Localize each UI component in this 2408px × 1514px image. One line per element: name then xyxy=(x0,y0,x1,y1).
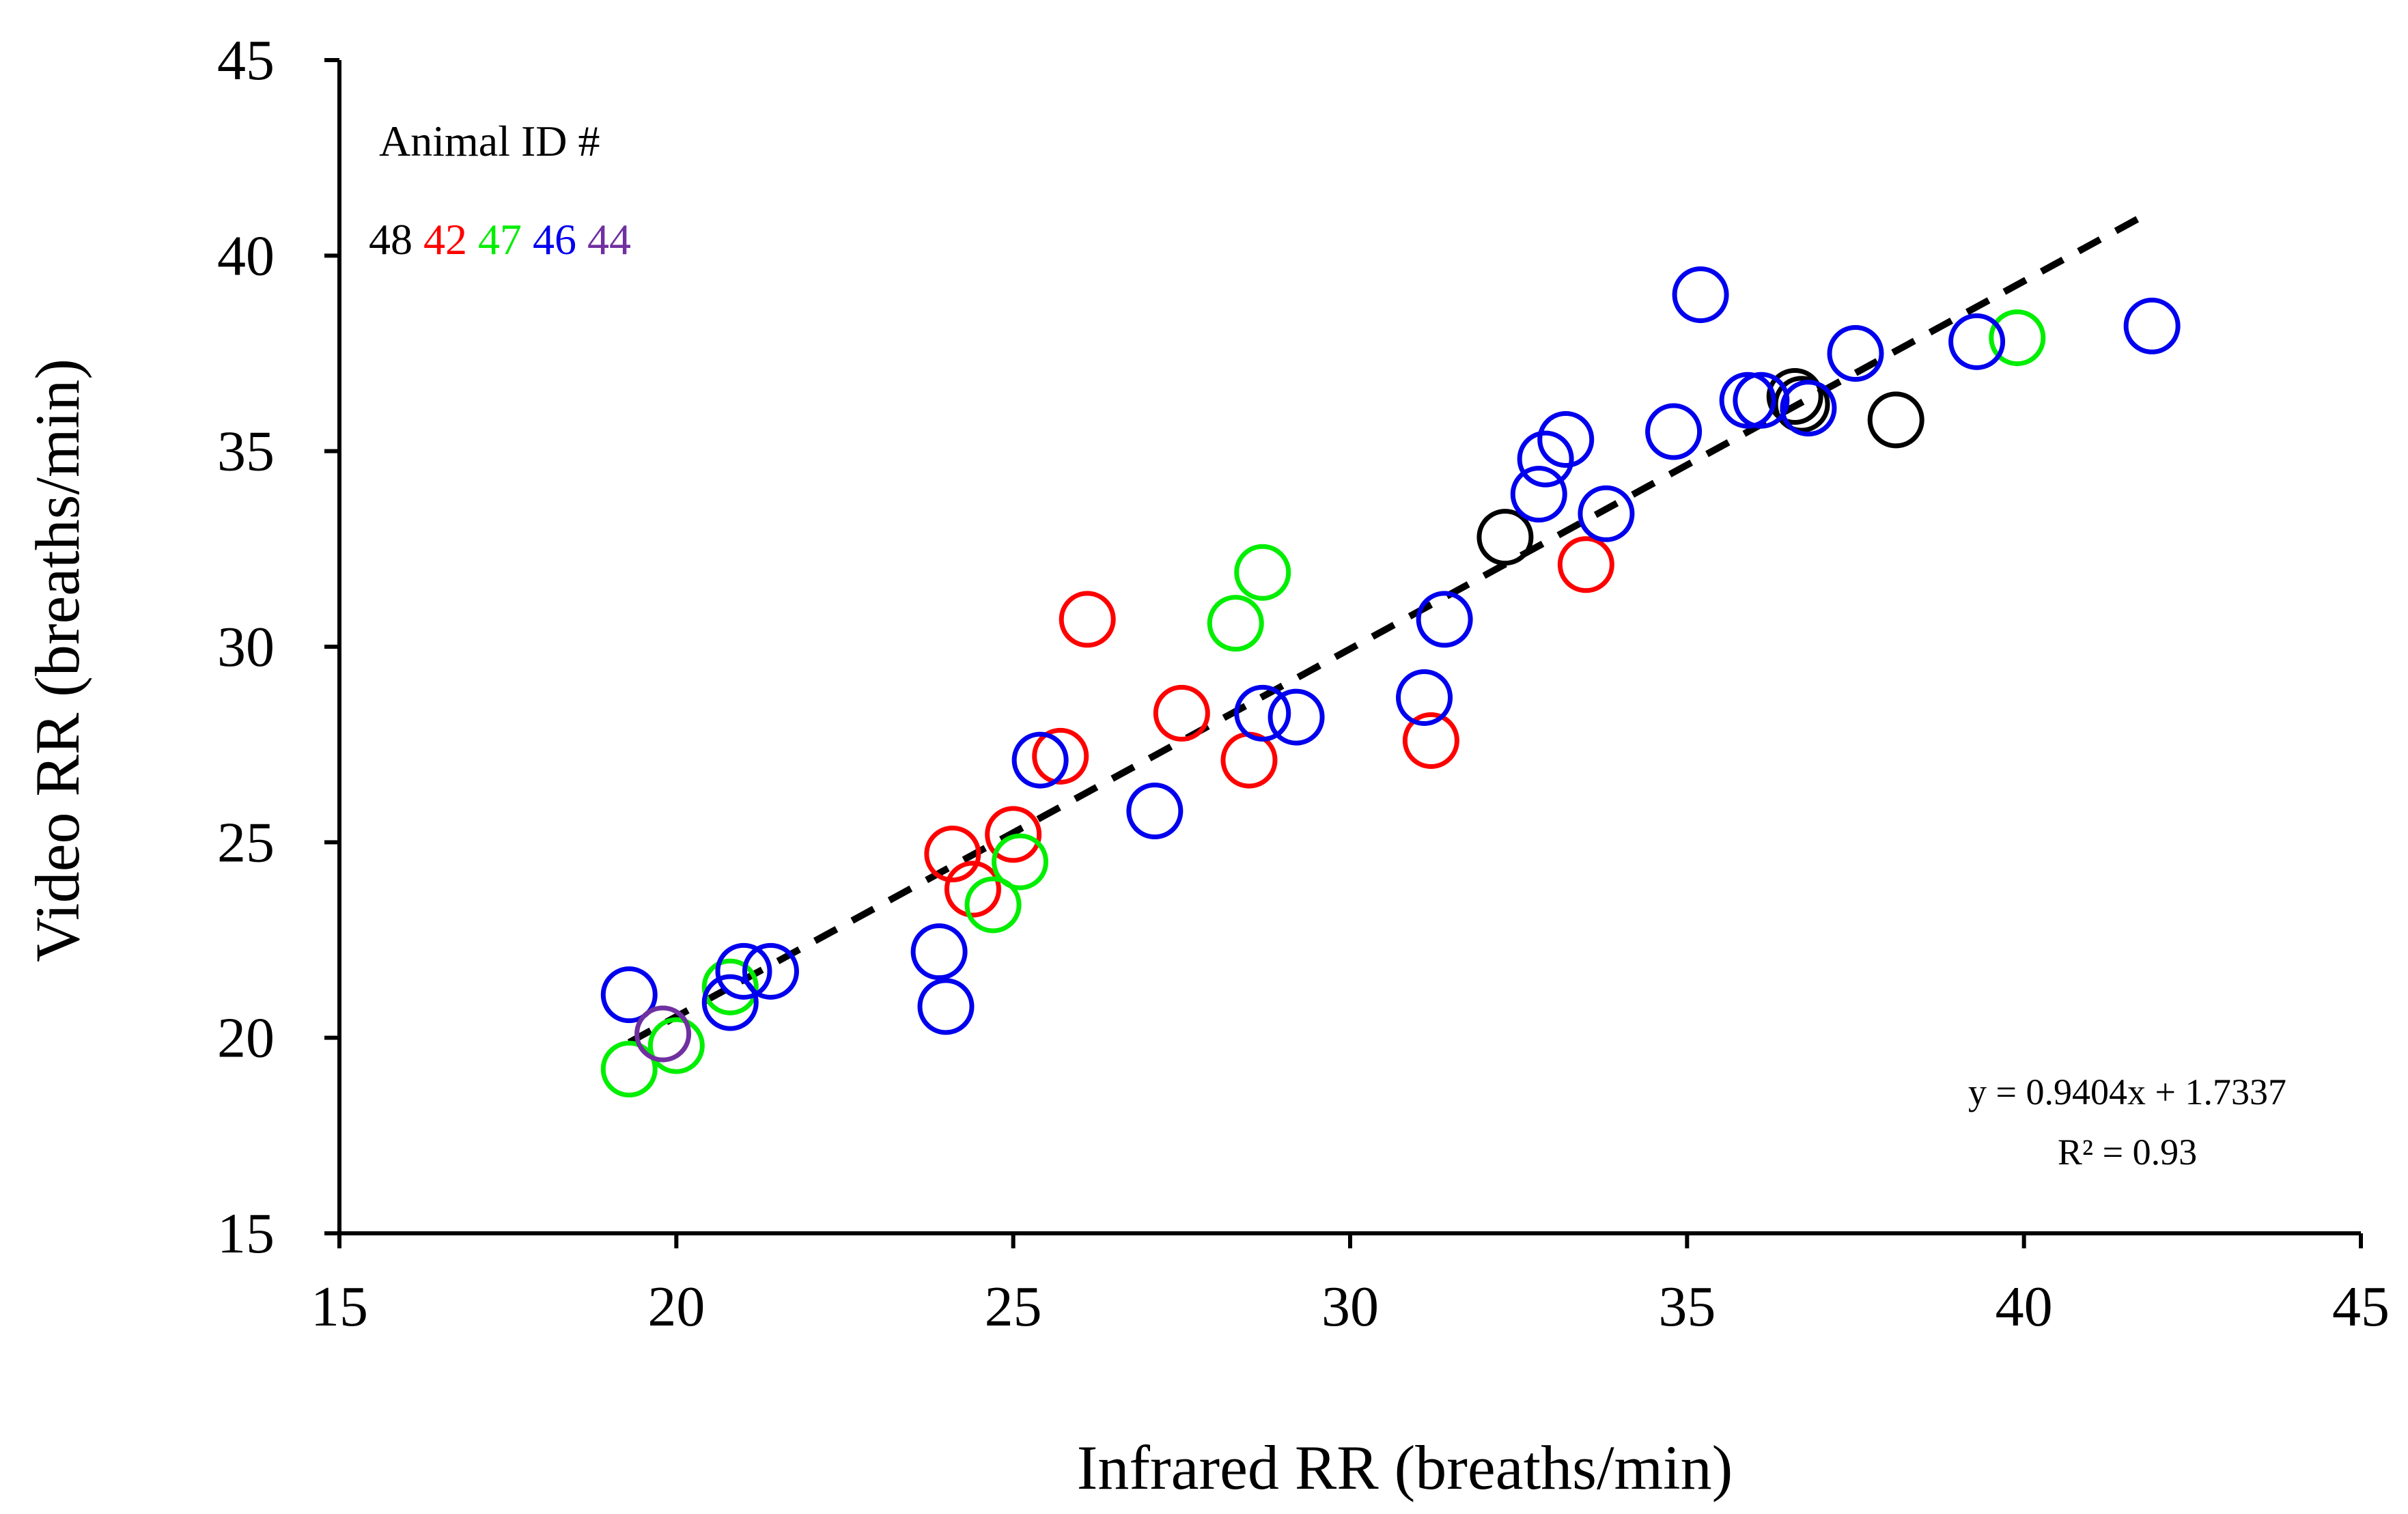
data-point-animal-46 xyxy=(1268,688,1325,746)
data-point-animal-47 xyxy=(1989,309,2046,367)
data-point-animal-47 xyxy=(1234,544,1291,601)
data-point-animal-46 xyxy=(1537,410,1595,468)
data-point-animal-46 xyxy=(1517,430,1574,488)
x-tick-label: 25 xyxy=(985,1275,1042,1338)
data-point-animal-46 xyxy=(742,942,799,1000)
data-point-animal-42 xyxy=(985,806,1042,863)
data-point-animal-46 xyxy=(910,923,968,981)
data-point-animal-47 xyxy=(600,1040,658,1097)
x-tick-label: 15 xyxy=(311,1275,368,1338)
data-point-animal-48 xyxy=(1867,391,1924,449)
data-point-animal-47 xyxy=(964,876,1022,934)
legend-entry-47: 47 xyxy=(478,215,522,264)
x-tick-label: 35 xyxy=(1658,1275,1716,1338)
data-point-animal-42 xyxy=(944,860,1001,918)
data-point-animal-48 xyxy=(1766,367,1823,425)
data-point-animal-42 xyxy=(1220,731,1278,789)
data-point-animal-46 xyxy=(1948,313,2006,370)
y-tick-label: 15 xyxy=(217,1202,275,1265)
trendline xyxy=(627,212,2147,1046)
data-point-animal-46 xyxy=(1733,372,1790,429)
data-point-animal-42 xyxy=(1402,712,1459,769)
data-point-animal-42 xyxy=(1059,591,1116,648)
data-point-animal-46 xyxy=(600,966,658,1024)
data-point-animal-46 xyxy=(715,942,772,1000)
data-point-animal-47 xyxy=(992,833,1049,891)
trendline-r-squared: R² = 0.93 xyxy=(2058,1132,2197,1173)
data-point-animal-44 xyxy=(634,1005,692,1063)
y-tick-label: 45 xyxy=(217,29,275,92)
data-point-animal-46 xyxy=(1126,783,1184,840)
data-point-animal-47 xyxy=(1207,595,1264,652)
x-tick-label: 45 xyxy=(2332,1275,2390,1338)
y-tick-label: 25 xyxy=(217,811,275,874)
data-point-animal-46 xyxy=(2123,297,2181,354)
legend-entries: 48 42 47 46 44 xyxy=(369,215,631,264)
data-point-animal-42 xyxy=(1557,536,1614,593)
x-tick-label: 20 xyxy=(647,1275,705,1338)
x-tick-label: 30 xyxy=(1321,1275,1379,1338)
x-tick-label: 40 xyxy=(1996,1275,2053,1338)
data-point-animal-46 xyxy=(1416,591,1473,648)
data-point-animal-47 xyxy=(701,958,759,1015)
y-tick-label: 20 xyxy=(217,1007,275,1070)
data-point-animal-47 xyxy=(647,1017,705,1074)
data-point-animal-46 xyxy=(1719,372,1776,429)
y-tick-label: 40 xyxy=(217,224,275,288)
legend-title: Animal ID # xyxy=(379,117,600,165)
data-point-animal-46 xyxy=(1234,684,1291,742)
data-point-animal-42 xyxy=(924,826,981,883)
trendline-equation: y = 0.9404x + 1.7337 xyxy=(1968,1071,2286,1112)
data-point-animal-46 xyxy=(1578,485,1635,542)
y-tick-label: 30 xyxy=(217,615,275,679)
legend-entry-42: 42 xyxy=(423,215,467,264)
data-point-animal-42 xyxy=(1153,684,1210,742)
data-point-animal-46 xyxy=(917,978,975,1035)
data-point-animal-46 xyxy=(701,974,759,1031)
x-ticks: 15 20 25 30 35 40 45 xyxy=(311,1233,2390,1338)
x-axis-title: Infrared RR (breaths/min) xyxy=(1077,1433,1733,1502)
data-point-animal-46 xyxy=(1780,380,1837,437)
legend-entry-46: 46 xyxy=(533,215,576,264)
legend-entry-44: 44 xyxy=(587,215,631,264)
data-points xyxy=(600,266,2181,1097)
data-point-animal-46 xyxy=(1827,325,1884,382)
data-point-animal-46 xyxy=(1396,669,1453,726)
y-ticks: 15 20 25 30 35 40 45 xyxy=(217,29,339,1265)
data-point-animal-46 xyxy=(1645,403,1703,460)
data-point-animal-42 xyxy=(1032,727,1089,785)
y-axis-title: Video RR (breaths/min) xyxy=(23,359,92,962)
legend: Animal ID # 48 42 47 46 44 xyxy=(369,117,631,264)
data-point-animal-46 xyxy=(1672,266,1729,324)
data-point-animal-46 xyxy=(1011,731,1069,789)
y-tick-label: 35 xyxy=(217,420,275,483)
data-point-animal-48 xyxy=(1476,509,1534,566)
legend-entry-48: 48 xyxy=(369,215,412,264)
data-point-animal-46 xyxy=(1510,466,1567,523)
